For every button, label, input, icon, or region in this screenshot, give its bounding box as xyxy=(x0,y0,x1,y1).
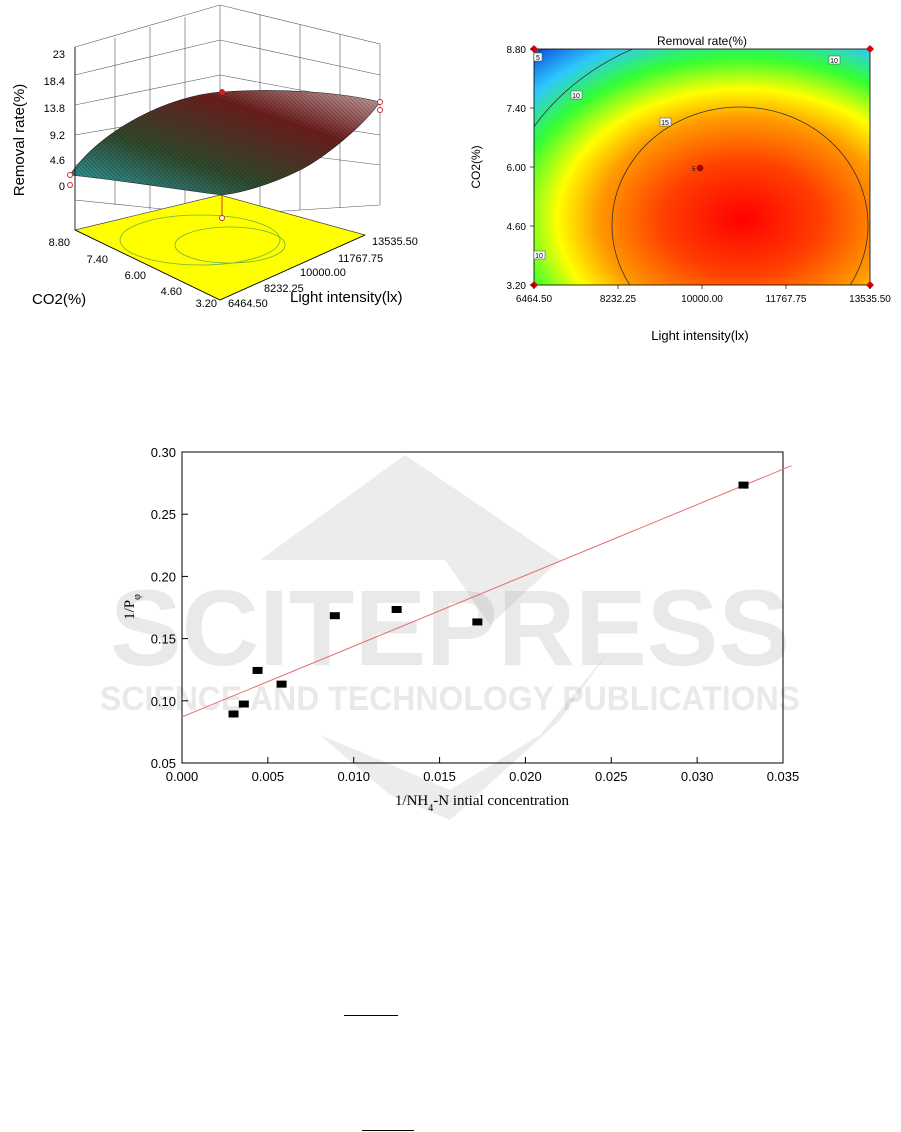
z-tick: 0 xyxy=(59,181,65,193)
x-tick-label: 0.020 xyxy=(509,769,542,784)
regression-plot-svg: 0.000 0.005 0.010 0.015 0.020 0.025 0.030 0.035… xyxy=(122,445,800,814)
x-axis-label: 1/NH4-N intial concentration xyxy=(395,793,570,814)
x-tick: 11767.75 xyxy=(766,294,807,305)
y-tick-label: 0.05 xyxy=(151,756,176,771)
x-tick: 8232.25 xyxy=(600,294,637,305)
plot-frame xyxy=(181,451,784,764)
surface-plot-svg: 23 18.4 13.8 9.2 4.6 0 Removal rate(%) 8… xyxy=(11,4,418,310)
fraction-bar-2 xyxy=(362,1130,414,1131)
data-point xyxy=(329,612,340,620)
co2-tick: 4.60 xyxy=(161,286,182,298)
contour-plot-svg: Removal rate(%) 5 10 10 15 10 5 xyxy=(469,34,891,343)
contour-label: 10 xyxy=(830,58,838,65)
contour-label: 15 xyxy=(661,120,669,127)
z-tick: 4.6 xyxy=(50,155,65,167)
contour-label: 10 xyxy=(572,93,580,100)
x-tick-label: 0.000 xyxy=(166,769,199,784)
y-axis-label: 1/Pφ xyxy=(122,594,143,620)
contour-x-ticks: 6464.50 8232.25 10000.00 11767.75 13535.… xyxy=(516,294,891,305)
z-axis-label: Removal rate(%) xyxy=(11,84,28,197)
light-tick: 6464.50 xyxy=(228,298,268,310)
y-tick: 3.20 xyxy=(507,281,527,292)
x-tick-label: 0.025 xyxy=(595,769,628,784)
contour-plot: Removal rate(%) 5 10 10 15 10 5 xyxy=(450,0,901,350)
co2-tick-labels: 8.80 7.40 6.00 4.60 3.20 xyxy=(49,237,217,310)
x-tick-label: 0.035 xyxy=(767,769,800,784)
co2-tick: 3.20 xyxy=(196,298,217,310)
y-tick: 8.80 xyxy=(507,45,527,56)
data-point xyxy=(276,680,287,688)
x-tick: 10000.00 xyxy=(681,294,723,305)
y-tick: 6.00 xyxy=(507,163,527,174)
surface-floor xyxy=(73,194,367,301)
data-point xyxy=(252,666,263,674)
design-points xyxy=(67,89,383,221)
co2-tick: 8.80 xyxy=(49,237,70,249)
z-tick: 23 xyxy=(53,49,65,61)
contour-y-label: CO2(%) xyxy=(469,145,483,188)
y-tick: 7.40 xyxy=(507,104,527,115)
y-tick-label: 0.20 xyxy=(151,569,176,584)
data-point xyxy=(391,605,402,613)
z-tick: 18.4 xyxy=(44,76,65,88)
center-point: 5 xyxy=(692,164,704,173)
light-tick: 11767.75 xyxy=(338,253,383,265)
data-point xyxy=(738,481,749,489)
x-tick: 6464.50 xyxy=(516,294,553,305)
light-tick: 8232.25 xyxy=(264,283,304,295)
y-tick-label: 0.15 xyxy=(151,632,176,647)
contour-line-15 xyxy=(611,106,869,285)
y-axis-ticks: 0.30 0.25 0.20 0.15 0.10 0.05 xyxy=(151,445,188,771)
contour-x-label: Light intensity(lx) xyxy=(651,328,749,343)
contour-label: 10 xyxy=(535,253,543,260)
y-tick-label: 0.10 xyxy=(151,694,176,709)
y-tick-label: 0.25 xyxy=(151,507,176,522)
contour-label: 5 xyxy=(536,55,540,62)
light-tick: 10000.00 xyxy=(300,267,346,279)
data-point xyxy=(238,700,249,708)
light-tick: 13535.50 xyxy=(372,236,418,248)
data-points xyxy=(228,481,749,718)
x-tick-label: 0.015 xyxy=(423,769,456,784)
data-point xyxy=(472,618,483,626)
contour-title: Removal rate(%) xyxy=(657,34,747,48)
z-tick: 13.8 xyxy=(44,103,65,115)
center-point-label: 5 xyxy=(692,167,696,173)
y-tick: 4.60 xyxy=(507,222,527,233)
z-tick: 9.2 xyxy=(50,130,65,142)
fraction-bar-1 xyxy=(344,1015,398,1016)
regression-plot: 0.000 0.005 0.010 0.015 0.020 0.025 0.030 0.035… xyxy=(120,440,810,830)
light-axis-label: Light intensity(lx) xyxy=(290,289,403,306)
x-tick-label: 0.010 xyxy=(337,769,370,784)
contour-labels: 5 10 10 15 10 xyxy=(533,52,841,260)
x-tick-label: 0.005 xyxy=(252,769,285,784)
x-axis-ticks: 0.000 0.005 0.010 0.015 0.020 0.025 0.030 0.035 xyxy=(166,757,800,784)
z-tick-labels: 23 18.4 13.8 9.2 4.6 0 xyxy=(44,49,65,193)
contour-y-ticks: 8.80 7.40 6.00 4.60 3.20 xyxy=(507,45,527,292)
x-tick: 13535.50 xyxy=(849,294,891,305)
y-tick-label: 0.30 xyxy=(151,445,176,460)
co2-axis-label: CO2(%) xyxy=(32,291,86,308)
light-tick-labels: 13535.50 11767.75 10000.00 8232.25 6464.… xyxy=(228,236,418,310)
co2-tick: 6.00 xyxy=(125,270,146,282)
x-tick-label: 0.030 xyxy=(681,769,714,784)
data-point xyxy=(228,710,239,718)
fit-line xyxy=(181,465,792,718)
co2-tick: 7.40 xyxy=(87,254,108,266)
surface-plot: 23 18.4 13.8 9.2 4.6 0 Removal rate(%) 8… xyxy=(0,0,450,330)
